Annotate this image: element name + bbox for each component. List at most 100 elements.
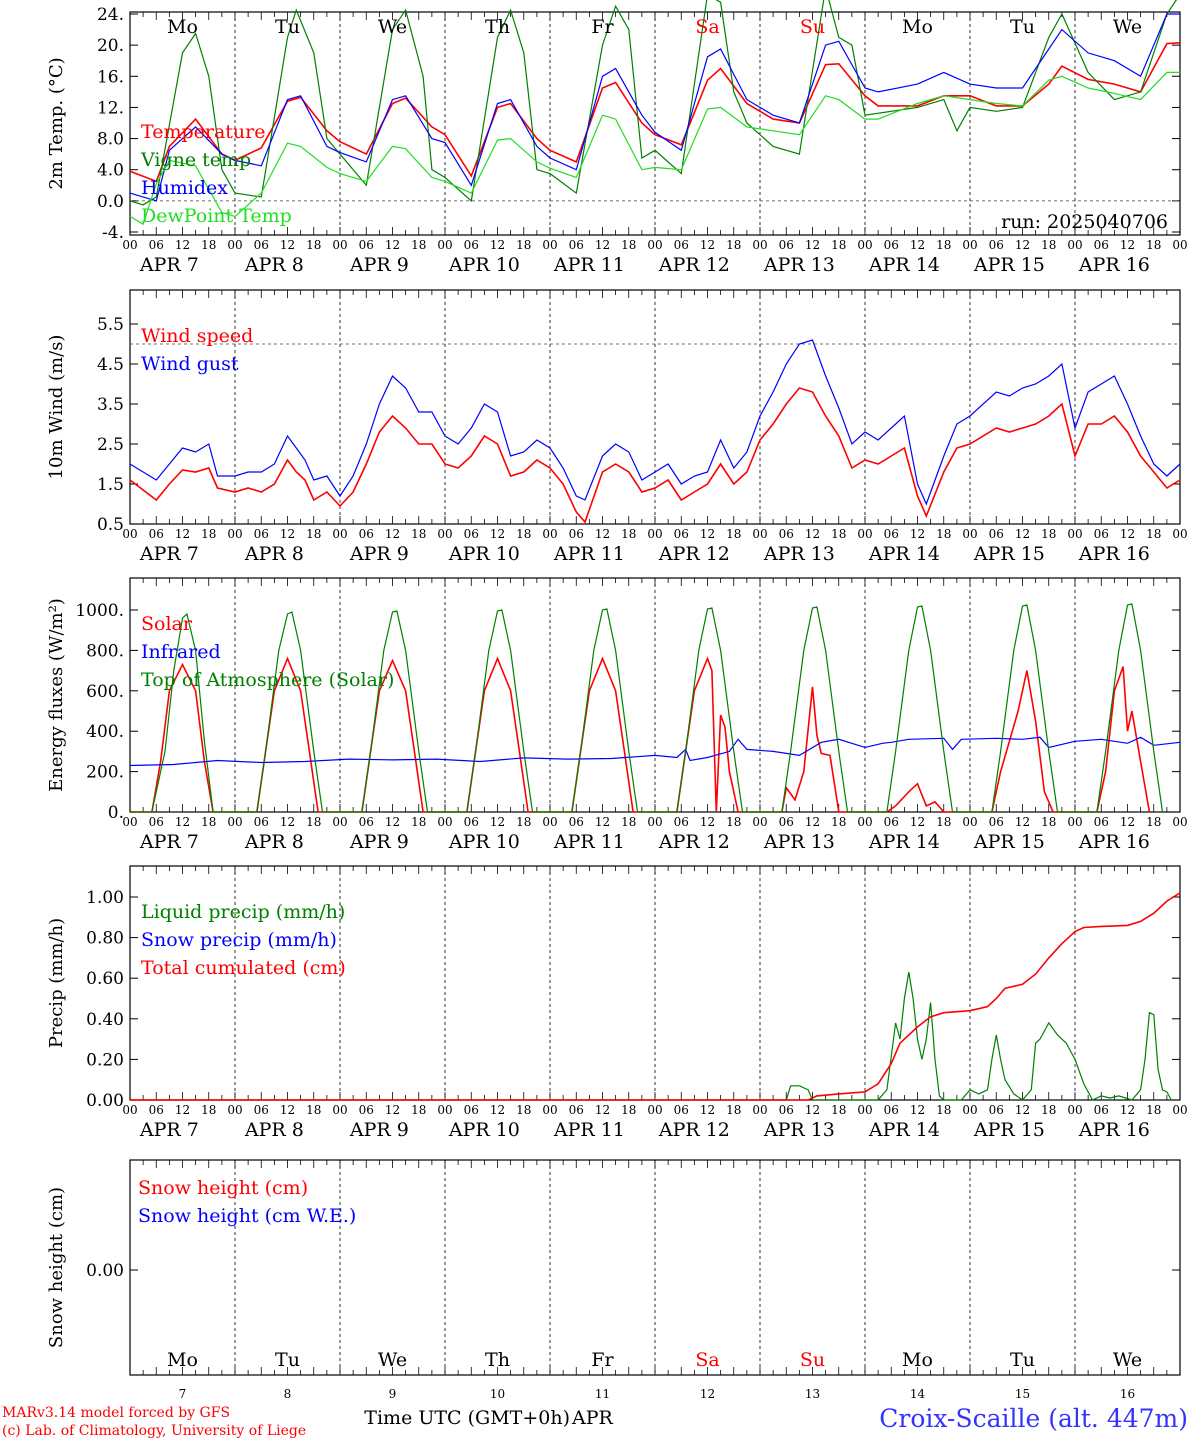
date-label: APR 13 bbox=[763, 543, 835, 565]
hour-tick-label: 18 bbox=[306, 815, 321, 829]
y-tick-label: 400. bbox=[86, 722, 124, 742]
y-axis-label: Snow height (cm) bbox=[46, 1187, 67, 1348]
day-number-label: 16 bbox=[1120, 1387, 1135, 1401]
date-label: APR 13 bbox=[763, 254, 835, 276]
hour-tick-label: 00 bbox=[542, 238, 557, 252]
date-label: APR 16 bbox=[1078, 254, 1150, 276]
y-tick-label: 0.00 bbox=[86, 1091, 124, 1111]
date-label: APR 15 bbox=[973, 254, 1045, 276]
y-tick-label: 0.00 bbox=[86, 1261, 124, 1281]
hour-tick-label: 12 bbox=[595, 238, 610, 252]
hour-tick-label: 00 bbox=[647, 1103, 662, 1117]
day-number-label: 8 bbox=[284, 1387, 292, 1401]
hour-tick-label: 06 bbox=[569, 238, 584, 252]
y-tick-label: 8.0 bbox=[97, 130, 124, 150]
hour-tick-label: 12 bbox=[1120, 527, 1135, 541]
legend-entry: DewPoint Temp bbox=[141, 205, 292, 227]
hour-tick-label: 12 bbox=[910, 815, 925, 829]
hour-tick-label: 12 bbox=[1120, 238, 1135, 252]
hour-tick-label: 00 bbox=[857, 815, 872, 829]
hour-tick-label: 18 bbox=[726, 238, 741, 252]
hour-tick-label: 18 bbox=[1041, 815, 1056, 829]
hour-tick-label: 18 bbox=[936, 238, 951, 252]
hour-tick-label: 18 bbox=[936, 527, 951, 541]
hour-tick-label: 00 bbox=[542, 815, 557, 829]
hour-tick-label: 00 bbox=[1172, 238, 1187, 252]
legend-entry: Wind gust bbox=[141, 353, 239, 375]
y-axis-label: Energy fluxes (W/m²) bbox=[46, 598, 67, 792]
legend-entry: Temperature bbox=[141, 121, 265, 143]
y-axis-label: Precip (mm/h) bbox=[46, 918, 67, 1048]
hour-tick-label: 18 bbox=[936, 815, 951, 829]
hour-tick-label: 12 bbox=[385, 527, 400, 541]
hour-tick-label: 00 bbox=[332, 527, 347, 541]
hour-tick-label: 06 bbox=[359, 238, 374, 252]
hour-tick-label: 06 bbox=[884, 1103, 899, 1117]
date-label: APR 9 bbox=[349, 543, 409, 565]
date-label: APR 11 bbox=[553, 831, 625, 853]
y-axis-label: 2m Temp. (°C) bbox=[46, 57, 67, 189]
hour-tick-label: 00 bbox=[332, 815, 347, 829]
hour-tick-label: 00 bbox=[437, 238, 452, 252]
date-label: APR 12 bbox=[658, 254, 730, 276]
hour-tick-label: 12 bbox=[175, 815, 190, 829]
hour-tick-label: 12 bbox=[490, 1103, 505, 1117]
weekday-label-top: Th bbox=[485, 16, 510, 38]
date-label: APR 16 bbox=[1078, 1119, 1150, 1141]
hour-tick-label: 00 bbox=[752, 1103, 767, 1117]
hour-tick-label: 18 bbox=[516, 815, 531, 829]
y-tick-label: 1.00 bbox=[86, 888, 124, 908]
hour-tick-label: 00 bbox=[332, 238, 347, 252]
date-label: APR 7 bbox=[139, 254, 199, 276]
weekday-label-bottom: We bbox=[378, 1349, 407, 1371]
hour-tick-label: 12 bbox=[280, 527, 295, 541]
hour-tick-label: 00 bbox=[122, 238, 137, 252]
y-tick-label: 800. bbox=[86, 641, 124, 661]
hour-tick-label: 06 bbox=[149, 815, 164, 829]
hour-tick-label: 06 bbox=[359, 527, 374, 541]
date-label: APR 16 bbox=[1078, 831, 1150, 853]
weekday-label-bottom: Mo bbox=[167, 1349, 198, 1371]
weekday-label-top: Sa bbox=[695, 16, 719, 38]
hour-tick-label: 12 bbox=[175, 527, 190, 541]
weekday-label-bottom: Tu bbox=[275, 1349, 300, 1371]
weekday-label-top: We bbox=[1113, 16, 1142, 38]
y-tick-label: 12. bbox=[97, 98, 124, 118]
hour-tick-label: 12 bbox=[595, 527, 610, 541]
hour-tick-label: 18 bbox=[726, 1103, 741, 1117]
date-label: APR 7 bbox=[139, 1119, 199, 1141]
hour-tick-label: 18 bbox=[621, 1103, 636, 1117]
hour-tick-label: 18 bbox=[1146, 527, 1161, 541]
hour-tick-label: 06 bbox=[779, 1103, 794, 1117]
hour-tick-label: 06 bbox=[884, 815, 899, 829]
hour-tick-label: 00 bbox=[542, 1103, 557, 1117]
hour-tick-label: 18 bbox=[306, 1103, 321, 1117]
weekday-label-bottom: Mo bbox=[902, 1349, 933, 1371]
y-tick-label: 0.40 bbox=[86, 1010, 124, 1030]
day-number-label: 14 bbox=[910, 1387, 926, 1401]
hour-tick-label: 12 bbox=[595, 1103, 610, 1117]
weekday-label-bottom: Fr bbox=[591, 1349, 614, 1371]
y-axis-label: 10m Wind (m/s) bbox=[46, 335, 67, 480]
date-label: APR 16 bbox=[1078, 543, 1150, 565]
hour-tick-label: 00 bbox=[122, 1103, 137, 1117]
legend-entry: Snow height (cm) bbox=[138, 1177, 308, 1199]
hour-tick-label: 12 bbox=[700, 238, 715, 252]
hour-tick-label: 06 bbox=[989, 238, 1004, 252]
hour-tick-label: 06 bbox=[149, 527, 164, 541]
hour-tick-label: 12 bbox=[1120, 1103, 1135, 1117]
date-label: APR 10 bbox=[448, 1119, 520, 1141]
series-line-wind-gust bbox=[129, 339, 1181, 506]
hour-tick-label: 00 bbox=[1067, 1103, 1082, 1117]
hour-tick-label: 18 bbox=[1041, 238, 1056, 252]
day-number-label: 9 bbox=[389, 1387, 397, 1401]
time-axis-month: APR bbox=[571, 1407, 614, 1429]
hour-tick-label: 06 bbox=[674, 527, 689, 541]
station-name: Croix-Scaille (alt. 447m) bbox=[879, 1404, 1188, 1433]
series-line-temperature bbox=[129, 42, 1181, 183]
legend-entry: Snow precip (mm/h) bbox=[141, 929, 337, 951]
y-tick-label: 20. bbox=[97, 36, 124, 56]
hour-tick-label: 18 bbox=[936, 1103, 951, 1117]
hour-tick-label: 00 bbox=[227, 815, 242, 829]
hour-tick-label: 12 bbox=[805, 1103, 820, 1117]
